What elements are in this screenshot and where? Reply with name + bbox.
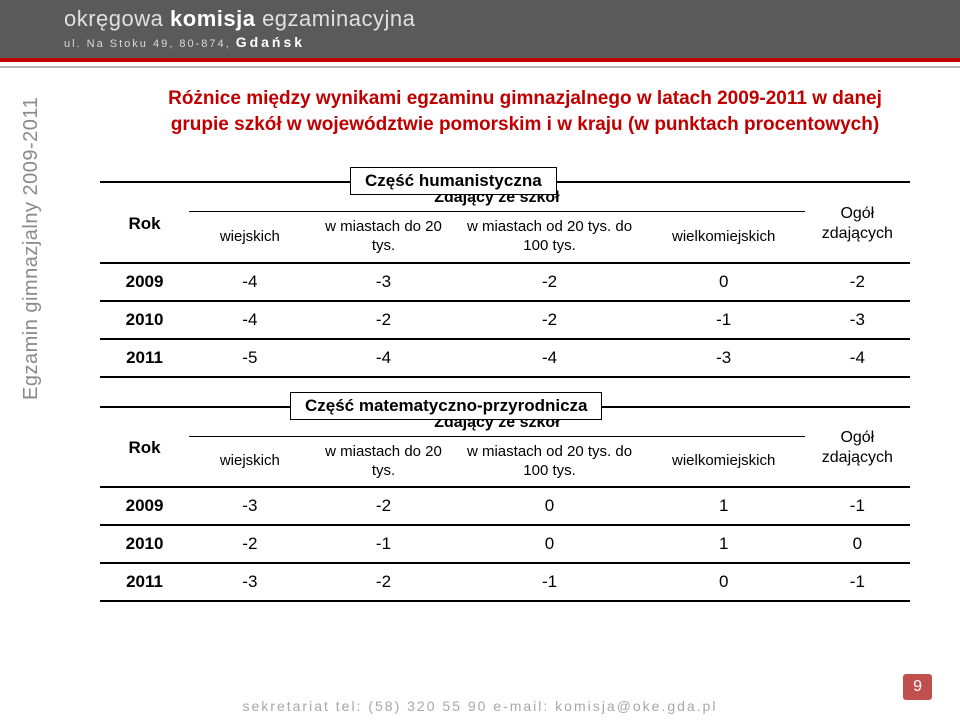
- side-label: Egzamin gimnazjalny 2009-2011: [20, 97, 43, 400]
- cell-year: 2010: [100, 525, 189, 563]
- cell-value: -5: [189, 339, 311, 377]
- cell-total: -4: [805, 339, 910, 377]
- org-header: okręgowa komisja egzaminacyjna ul. Na St…: [0, 0, 960, 58]
- cell-value: -2: [311, 487, 457, 525]
- cell-value: -3: [189, 563, 311, 601]
- cell-value: -4: [189, 263, 311, 301]
- col-miasta100: w miastach od 20 tys. do 100 tys.: [456, 212, 642, 263]
- cell-value: 0: [643, 263, 805, 301]
- table-row: 2011 -5 -4 -4 -3 -4: [100, 339, 910, 377]
- table-math-nature: Rok Zdający ze szkół Ogół zdających wiej…: [100, 406, 910, 603]
- table-row: 2009 -4 -3 -2 0 -2: [100, 263, 910, 301]
- col-rok: Rok: [100, 182, 189, 263]
- org-name: okręgowa komisja egzaminacyjna: [64, 6, 960, 32]
- org-address-city: Gdańsk: [236, 34, 305, 50]
- cell-value: -1: [311, 525, 457, 563]
- cell-value: 0: [456, 525, 642, 563]
- cell-value: -3: [311, 263, 457, 301]
- cell-value: -4: [456, 339, 642, 377]
- col-miasta20: w miastach do 20 tys.: [311, 436, 457, 487]
- org-address-street: ul. Na Stoku 49, 80-874,: [64, 38, 236, 50]
- cell-value: 1: [643, 525, 805, 563]
- col-miasta100: w miastach od 20 tys. do 100 tys.: [456, 436, 642, 487]
- org-word-2: komisja: [170, 6, 262, 31]
- cell-value: -3: [643, 339, 805, 377]
- cell-year: 2011: [100, 563, 189, 601]
- cell-total: 0: [805, 525, 910, 563]
- col-ogol: Ogół zdających: [805, 182, 910, 263]
- org-word-1: okręgowa: [64, 6, 170, 31]
- part2-label: Część matematyczno-przyrodnicza: [290, 392, 602, 420]
- cell-year: 2011: [100, 339, 189, 377]
- cell-value: 0: [456, 487, 642, 525]
- page-number-badge: 9: [903, 674, 932, 700]
- cell-value: -4: [311, 339, 457, 377]
- col-wielkom: wielkomiejskich: [643, 436, 805, 487]
- cell-value: 1: [643, 487, 805, 525]
- col-miasta20: w miastach do 20 tys.: [311, 212, 457, 263]
- cell-value: -1: [643, 301, 805, 339]
- cell-value: -2: [456, 301, 642, 339]
- cell-year: 2009: [100, 487, 189, 525]
- col-rok: Rok: [100, 407, 189, 488]
- table-humanistic: Rok Zdający ze szkół Ogół zdających wiej…: [100, 181, 910, 378]
- cell-total: -1: [805, 487, 910, 525]
- tables-container: Część humanistyczna Rok Zdający ze szkół…: [100, 153, 910, 602]
- cell-value: -2: [189, 525, 311, 563]
- cell-value: -1: [456, 563, 642, 601]
- table-row: 2011 -3 -2 -1 0 -1: [100, 563, 910, 601]
- cell-year: 2010: [100, 301, 189, 339]
- page-title: Różnice między wynikami egzaminu gimnazj…: [0, 68, 960, 143]
- table-row: 2009 -3 -2 0 1 -1: [100, 487, 910, 525]
- accent-bar-red: [0, 58, 960, 62]
- cell-value: -2: [311, 301, 457, 339]
- cell-value: -4: [189, 301, 311, 339]
- col-wielkom: wielkomiejskich: [643, 212, 805, 263]
- col-ogol: Ogół zdających: [805, 407, 910, 488]
- col-wiejskich: wiejskich: [189, 212, 311, 263]
- cell-value: -2: [456, 263, 642, 301]
- footer-contact: sekretariat tel: (58) 320 55 90 e-mail: …: [0, 698, 960, 714]
- table2-body: 2009 -3 -2 0 1 -1 2010 -2 -1 0 1 0 2011 …: [100, 487, 910, 601]
- cell-total: -2: [805, 263, 910, 301]
- cell-year: 2009: [100, 263, 189, 301]
- org-address: ul. Na Stoku 49, 80-874, Gdańsk: [64, 34, 960, 50]
- col-wiejskich: wiejskich: [189, 436, 311, 487]
- cell-value: 0: [643, 563, 805, 601]
- cell-total: -3: [805, 301, 910, 339]
- cell-value: -3: [189, 487, 311, 525]
- table-row: 2010 -4 -2 -2 -1 -3: [100, 301, 910, 339]
- table1-body: 2009 -4 -3 -2 0 -2 2010 -4 -2 -2 -1 -3 2…: [100, 263, 910, 377]
- part1-label: Część humanistyczna: [350, 167, 557, 195]
- cell-value: -2: [311, 563, 457, 601]
- table-row: 2010 -2 -1 0 1 0: [100, 525, 910, 563]
- cell-total: -1: [805, 563, 910, 601]
- org-word-3: egzaminacyjna: [262, 6, 415, 31]
